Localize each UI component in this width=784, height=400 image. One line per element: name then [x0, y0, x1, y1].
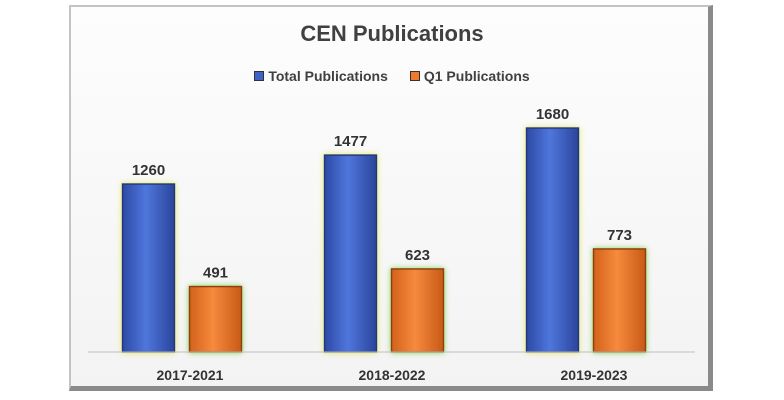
chart-title: CEN Publications: [300, 21, 484, 46]
data-label-q1-2017-2021: 491: [203, 265, 228, 282]
bar-total-2018-2022: [323, 154, 378, 353]
x-tick-label-2017-2021: 2017-2021: [157, 367, 224, 383]
legend-item-q1: Q1 Publications: [409, 68, 530, 84]
data-label-total-2018-2022: 1477: [334, 133, 367, 150]
legend-label-q1: Q1 Publications: [423, 68, 530, 84]
legend-swatch-q1: [409, 71, 420, 81]
legend: Total Publications Q1 Publications: [0, 68, 784, 84]
data-label-q1-2018-2022: 623: [405, 247, 430, 264]
bar-q1-2018-2022: [390, 268, 445, 353]
legend-swatch-total: [254, 71, 265, 81]
bar-total-2017-2021: [121, 183, 176, 353]
bar-q1-2019-2023: [592, 248, 647, 353]
data-label-q1-2019-2023: 773: [607, 227, 632, 244]
legend-label-total: Total Publications: [268, 68, 388, 84]
x-tick-label-2018-2022: 2018-2022: [359, 367, 426, 383]
data-label-total-2019-2023: 1680: [536, 106, 569, 123]
x-tick-label-2019-2023: 2019-2023: [561, 367, 628, 383]
legend-item-total: Total Publications: [254, 68, 388, 84]
data-label-total-2017-2021: 1260: [132, 162, 165, 179]
bar-q1-2017-2021: [188, 285, 243, 353]
bar-total-2019-2023: [525, 127, 580, 353]
